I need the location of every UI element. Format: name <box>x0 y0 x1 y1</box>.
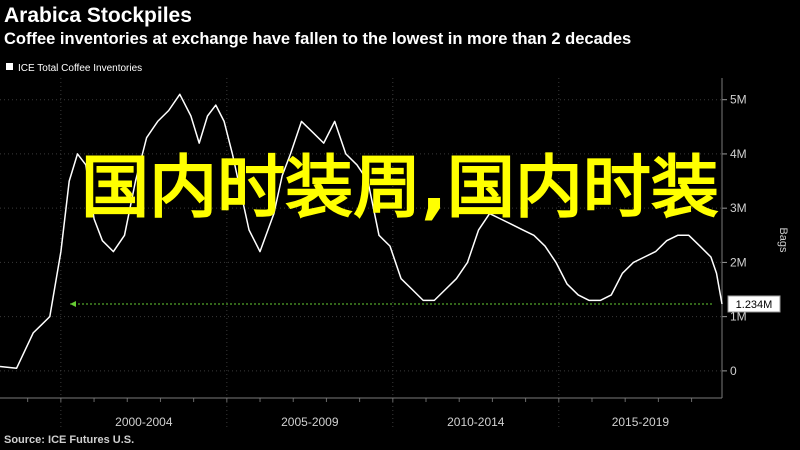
chart-title: Arabica Stockpiles <box>4 4 192 27</box>
y-tick-label: 1M <box>730 310 747 324</box>
grid <box>0 78 722 428</box>
x-tick-label: 2015-2019 <box>612 415 670 429</box>
legend-swatch <box>6 63 13 70</box>
y-tick-label: 2M <box>730 255 747 269</box>
series <box>0 93 723 369</box>
last-value-label: 1.234M <box>736 299 773 311</box>
chart-subtitle: Coffee inventories at exchange have fall… <box>4 30 632 48</box>
legend-entry: ICE Total Coffee Inventories <box>18 63 142 74</box>
y-axis-title: Bags <box>777 227 789 253</box>
legend: ICE Total Coffee Inventories <box>6 63 142 74</box>
last-value-box <box>727 295 781 313</box>
last-value-arrow <box>70 300 76 307</box>
y-tick-label: 4M <box>730 147 747 161</box>
y-tick-label: 0 <box>730 364 737 378</box>
x-tick-label: 2000-2004 <box>115 415 173 429</box>
series-line <box>0 93 723 369</box>
source-note: Source: ICE Futures U.S. <box>4 434 135 446</box>
x-tick-label: 2010-2014 <box>447 415 505 429</box>
last-value-callout: 1.234M <box>70 295 781 313</box>
axes: 0 1M 2M 3M 4M 5M 2000-2004 2005-2009 2010-2014 20… <box>0 78 747 429</box>
y-tick-label: 3M <box>730 201 747 215</box>
y-tick-label: 5M <box>730 93 747 107</box>
x-tick-label: 2005-2009 <box>281 415 339 429</box>
